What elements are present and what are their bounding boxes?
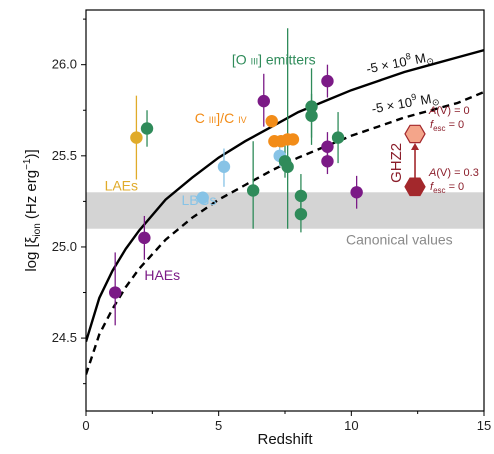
y-tick-label-1: 25.0 xyxy=(52,239,77,254)
point-laes-0 xyxy=(130,131,143,144)
ghz2-annotation-high-fesc: fesc = 0 xyxy=(430,119,464,133)
x-tick-label-2: 10 xyxy=(344,418,358,433)
point-c-iii-c-iv-0 xyxy=(265,114,278,128)
x-tick-label-0: 0 xyxy=(82,418,89,433)
point-o-iii-emitters-7 xyxy=(331,131,345,144)
point-o-iii-emitters-0 xyxy=(140,122,154,135)
point-haes-6 xyxy=(350,186,363,199)
ghz2-annotation-low-fesc: fesc = 0 xyxy=(430,181,464,195)
ghz2-arrow-head xyxy=(411,142,420,150)
point-o-iii-emitters-6 xyxy=(305,109,318,122)
curve-solid xyxy=(86,48,484,343)
point-lbgs-1 xyxy=(217,160,231,173)
group-label-laes: LAEs xyxy=(105,177,138,193)
point-lbgs-0 xyxy=(196,191,209,204)
group-label-lbgs: LBGs xyxy=(182,192,217,208)
group-label-haes: HAEs xyxy=(144,267,180,283)
point-haes-5 xyxy=(321,155,334,168)
canonical-band-label: Canonical values xyxy=(346,232,453,248)
point-haes-4 xyxy=(321,140,334,153)
point-haes-2 xyxy=(257,94,270,108)
ghz2-label: GHZ2 xyxy=(388,143,405,183)
point-o-iii-emitters-8 xyxy=(281,160,294,173)
canonical-band xyxy=(86,192,484,229)
ghz2-marker-high xyxy=(404,124,426,144)
point-haes-1 xyxy=(138,231,151,245)
point-o-iii-emitters-5 xyxy=(305,100,318,113)
group-label-o-iii-emitters: [O III] emitters xyxy=(232,52,316,68)
curve-label-dashed: -5 × 109 M⊙ xyxy=(370,88,440,118)
x-tick-label-1: 5 xyxy=(215,418,222,433)
point-haes-3 xyxy=(321,74,334,88)
x-axis-title: Redshift xyxy=(257,431,313,448)
curve-dashed xyxy=(86,90,484,375)
plot-area xyxy=(86,28,484,375)
group-label-c-iii-c-iv: C III]/C IV xyxy=(195,110,247,126)
y-axis-title: log [ξion (Hz erg−1)] xyxy=(22,149,43,271)
point-o-iii-emitters-3 xyxy=(294,189,308,203)
x-tick-label-3: 15 xyxy=(477,418,491,433)
point-c-iii-c-iv-4 xyxy=(286,133,300,146)
point-o-iii-emitters-1 xyxy=(246,184,260,197)
point-haes-0 xyxy=(108,286,122,299)
y-tick-label-3: 26.0 xyxy=(52,57,77,72)
y-tick-label-2: 25.5 xyxy=(52,148,77,163)
ghz2-marker-low xyxy=(404,177,426,197)
ghz2-annotation-high: A(V) = 0 xyxy=(428,105,470,117)
y-tick-label-0: 24.5 xyxy=(52,330,77,345)
ghz2-annotation-low: A(V) = 0.3 xyxy=(428,167,479,179)
point-o-iii-emitters-4 xyxy=(294,207,308,221)
